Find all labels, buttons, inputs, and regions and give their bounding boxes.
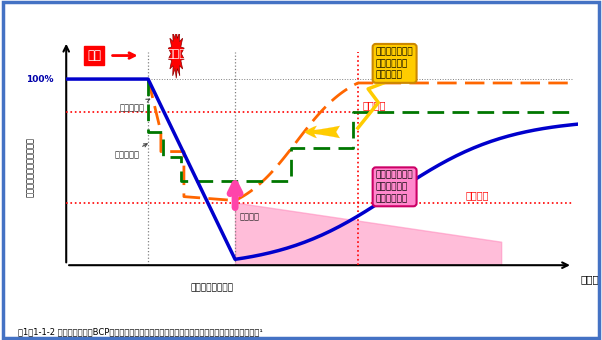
Text: 発生: 発生 (87, 49, 101, 62)
Text: 継続対策: 継続対策 (239, 212, 259, 221)
Text: 時間軸: 時間軸 (580, 274, 599, 284)
Text: 計画的停止: 計画的停止 (115, 144, 147, 159)
Text: 許容限界: 許容限界 (465, 190, 489, 201)
Text: 機能度（財物供給量など）: 機能度（財物供給量など） (26, 137, 35, 197)
Text: 拡大防止策: 拡大防止策 (120, 99, 150, 113)
Text: 100%: 100% (26, 74, 54, 84)
Polygon shape (169, 29, 184, 78)
Text: 許容限界: 許容限界 (363, 100, 386, 110)
Text: 図1．1-1-2 事業継続計画（BCP）の概念。段階的かつ長期間にわたり被害が継続するリスクの場合¹: 図1．1-1-2 事業継続計画（BCP）の概念。段階的かつ長期間にわたり被害が継… (18, 328, 263, 337)
Text: 事業継続対策実施: 事業継続対策実施 (191, 284, 234, 293)
Text: 許容限界以上の
レベルで事業
を継続させる: 許容限界以上の レベルで事業 を継続させる (376, 171, 414, 203)
Text: 許容される期間
内に業務度を
復旧させる: 許容される期間 内に業務度を 復旧させる (376, 47, 414, 80)
Text: 急拡大: 急拡大 (166, 49, 186, 58)
